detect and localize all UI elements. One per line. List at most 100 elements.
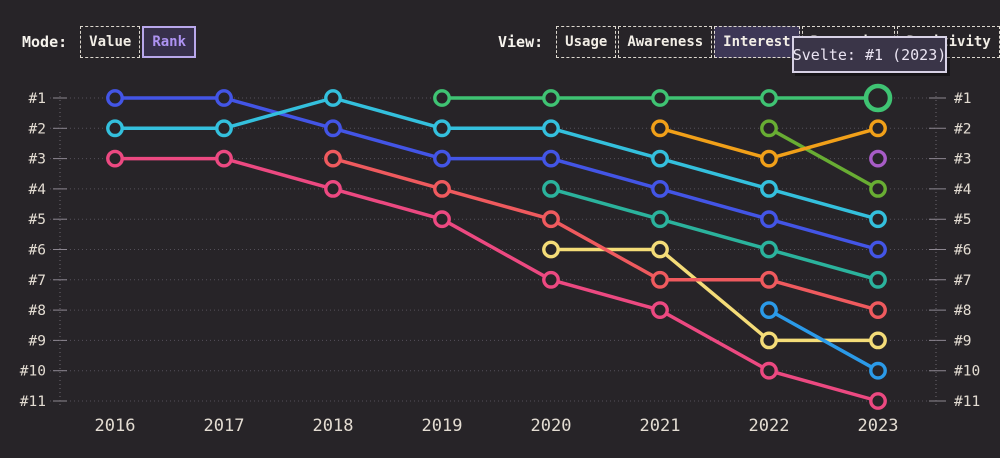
year-label-2020: 2020 (531, 416, 572, 436)
mode-label: Mode: (22, 33, 68, 51)
view-option-usage[interactable]: Usage (556, 26, 617, 58)
point-cyan-2023[interactable] (869, 210, 887, 229)
series-purple (869, 149, 887, 168)
point-royal-blue-2022[interactable] (760, 210, 778, 229)
point-sky-blue-2023[interactable] (869, 361, 887, 380)
point-coral-red-2022[interactable] (760, 270, 778, 289)
point-yellow-2021[interactable] (651, 240, 669, 259)
year-label-2023: 2023 (858, 416, 899, 436)
point-cyan-2020[interactable] (542, 119, 560, 138)
rank-label-right: #4 (954, 182, 972, 198)
chart-controls-header: Mode: Value Rank View: Usage Awareness Inte… (0, 0, 1000, 70)
rank-label-left: #1 (29, 91, 46, 107)
point-magenta-pink-2021[interactable] (651, 301, 669, 319)
point-cyan-2022[interactable] (760, 179, 778, 198)
point-magenta-pink-2016[interactable] (106, 149, 124, 168)
point-magenta-pink-2017[interactable] (215, 149, 233, 168)
view-option-awareness[interactable]: Awareness (618, 26, 713, 58)
point-cyan-2018[interactable] (324, 89, 342, 107)
point-royal-blue-2021[interactable] (651, 179, 669, 198)
series-coral-red (324, 149, 887, 319)
point-teal-2023[interactable] (869, 270, 887, 289)
point-sky-blue-2022[interactable] (760, 301, 778, 319)
point-royal-blue-2017[interactable] (215, 89, 233, 107)
rank-label-right: #8 (954, 303, 971, 319)
point-svelte-green-2022[interactable] (760, 89, 778, 107)
point-svelte-green-2023-hovered[interactable] (863, 83, 893, 113)
year-label-2017: 2017 (204, 416, 245, 436)
rank-label-left: #9 (29, 333, 46, 349)
point-cyan-2016[interactable] (106, 119, 124, 138)
point-purple-2023[interactable] (869, 149, 887, 168)
point-teal-2020[interactable] (542, 179, 560, 198)
rank-label-right: #3 (954, 152, 971, 168)
rank-label-left: #8 (29, 303, 46, 319)
point-yellow-2023[interactable] (869, 331, 887, 350)
series-royal-blue (106, 89, 887, 259)
series-line-sky-blue (767, 308, 880, 373)
rank-label-left: #7 (29, 273, 46, 289)
series-olive-green (760, 119, 887, 198)
point-magenta-pink-2023[interactable] (869, 392, 887, 410)
point-magenta-pink-2022[interactable] (760, 361, 778, 380)
point-royal-blue-2019[interactable] (433, 149, 451, 168)
view-label: View: (498, 33, 544, 51)
series-magenta-pink (106, 149, 887, 410)
point-coral-red-2020[interactable] (542, 210, 560, 229)
year-label-2019: 2019 (422, 416, 463, 436)
series-line-magenta-pink (113, 156, 880, 403)
point-olive-green-2023[interactable] (869, 179, 887, 198)
point-coral-red-2023[interactable] (869, 301, 887, 319)
series-line-coral-red (331, 156, 880, 312)
year-label-2022: 2022 (749, 416, 790, 436)
rank-label-right: #5 (954, 212, 971, 228)
point-svelte-green-2021[interactable] (651, 89, 669, 107)
point-coral-red-2019[interactable] (433, 179, 451, 198)
point-svelte-green-2020[interactable] (542, 89, 560, 107)
point-teal-2022[interactable] (760, 240, 778, 259)
rank-label-right: #2 (954, 121, 971, 137)
view-option-interest[interactable]: Interest (714, 26, 800, 58)
point-magenta-pink-2020[interactable] (542, 270, 560, 289)
point-teal-2021[interactable] (651, 210, 669, 229)
rank-label-left: #4 (29, 182, 47, 198)
point-yellow-2022[interactable] (760, 331, 778, 350)
rank-label-right: #6 (954, 243, 971, 259)
point-magenta-pink-2019[interactable] (433, 210, 451, 229)
point-orange-2023[interactable] (869, 119, 887, 138)
series-svelte-green (433, 83, 893, 113)
mode-options: Value Rank (80, 26, 197, 58)
point-coral-red-2018[interactable] (324, 149, 342, 168)
rank-label-right: #11 (954, 394, 980, 410)
mode-option-value[interactable]: Value (80, 26, 141, 58)
year-label-2016: 2016 (95, 416, 136, 436)
rank-label-left: #2 (29, 121, 46, 137)
rank-label-right: #7 (954, 273, 971, 289)
point-cyan-2017[interactable] (215, 119, 233, 138)
series-yellow (542, 240, 887, 350)
series-line-cyan (113, 96, 880, 221)
point-royal-blue-2016[interactable] (106, 89, 124, 107)
series-sky-blue (760, 301, 887, 380)
point-cyan-2019[interactable] (433, 119, 451, 138)
rank-label-left: #5 (29, 212, 46, 228)
point-svelte-green-2019[interactable] (433, 89, 451, 107)
rank-label-left: #11 (20, 394, 46, 410)
point-magenta-pink-2018[interactable] (324, 179, 342, 198)
rank-label-left: #3 (29, 152, 46, 168)
point-royal-blue-2018[interactable] (324, 119, 342, 138)
year-label-2018: 2018 (313, 416, 354, 436)
point-royal-blue-2023[interactable] (869, 240, 887, 259)
rank-label-left: #6 (29, 243, 46, 259)
point-orange-2022[interactable] (760, 149, 778, 168)
point-yellow-2020[interactable] (542, 240, 560, 259)
point-olive-green-2022[interactable] (760, 119, 778, 138)
point-cyan-2021[interactable] (651, 149, 669, 168)
point-coral-red-2021[interactable] (651, 270, 669, 289)
series-teal (542, 179, 887, 289)
point-orange-2021[interactable] (651, 119, 669, 138)
point-royal-blue-2020[interactable] (542, 149, 560, 168)
mode-option-rank[interactable]: Rank (142, 26, 197, 58)
series-cyan (106, 89, 887, 229)
